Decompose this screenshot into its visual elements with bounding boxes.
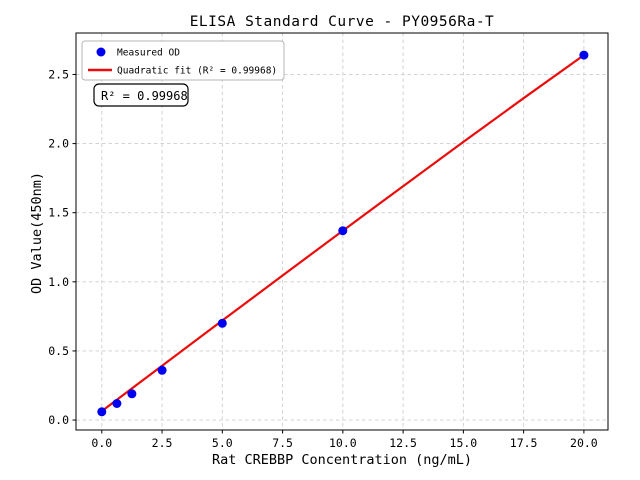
legend-marker-measured-od (96, 47, 106, 57)
r-squared-annotation: R² = 0.99968 (93, 83, 189, 107)
data-point (127, 389, 137, 399)
data-point (97, 407, 107, 417)
legend-label-measured-od: Measured OD (117, 48, 180, 59)
r-squared-text: R² = 0.99968 (101, 89, 188, 103)
legend: Measured OD Quadratic fit (R² = 0.99968) (81, 40, 285, 81)
data-point (338, 226, 348, 236)
x-tick-label: 7.5 (272, 436, 293, 450)
x-tick-label: 12.5 (389, 436, 417, 450)
plot-area-border (75, 32, 609, 431)
chart-title: ELISA Standard Curve - PY0956Ra-T (190, 14, 495, 30)
tick-layer: 0.0 2.5 5.0 7.5 10.0 12.5 15.0 17.5 20.0 0.0 0.5 1.… (48, 67, 598, 450)
x-tick-label: 17.5 (510, 436, 538, 450)
x-tick-label: 20.0 (570, 436, 598, 450)
x-tick-label: 15.0 (450, 436, 478, 450)
y-tick-label: 1.0 (48, 275, 69, 289)
data-point (112, 399, 122, 408)
legend-box (81, 40, 285, 81)
series-layer (97, 50, 589, 417)
r-squared-box (93, 83, 189, 107)
y-tick-label: 0.0 (48, 413, 69, 427)
y-axis-label: OD Value(450nm) (29, 172, 45, 294)
data-point (217, 318, 227, 328)
x-tick-label: 2.5 (152, 436, 173, 450)
data-point (157, 365, 167, 375)
x-tick-label: 0.0 (91, 436, 112, 450)
y-tick-label: 2.0 (48, 137, 69, 151)
x-tick-label: 5.0 (212, 436, 233, 450)
y-tick-label: 0.5 (48, 344, 69, 358)
x-axis-label: Rat CREBBP Concentration (ng/mL) (212, 452, 472, 468)
data-point (579, 50, 589, 60)
x-tick-label: 10.0 (329, 436, 357, 450)
legend-label-quadratic-fit: Quadratic fit (R² = 0.99968) (117, 66, 277, 77)
y-tick-label: 1.5 (48, 206, 69, 220)
y-tick-label: 2.5 (48, 67, 69, 81)
